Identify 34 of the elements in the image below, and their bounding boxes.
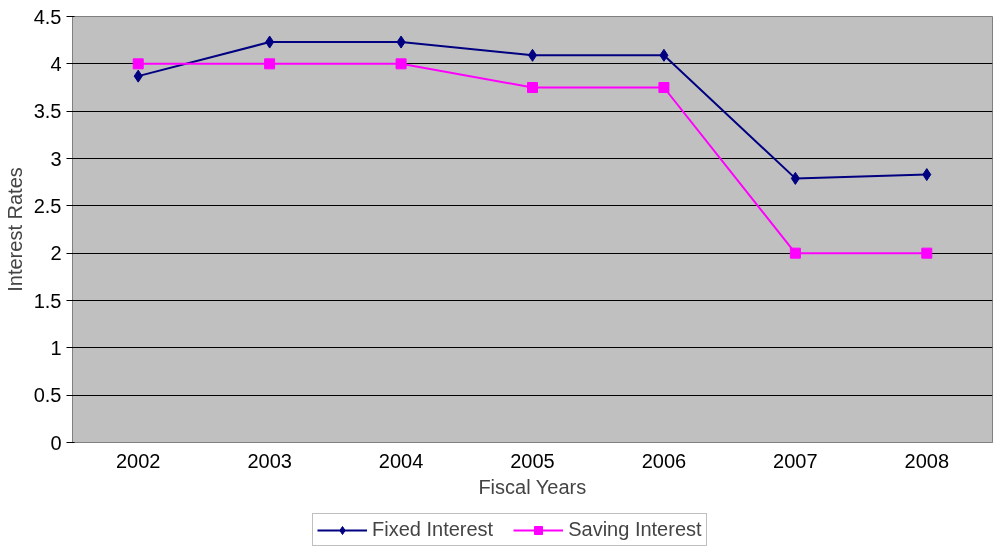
x-tick-label: 2004 <box>378 449 424 472</box>
x-tick-label: 2002 <box>115 449 161 472</box>
point <box>659 48 669 62</box>
y-tick-label: 3 <box>50 147 62 170</box>
x-axis-title: Fiscal Years <box>478 475 587 498</box>
x-tick-label: 2007 <box>773 449 818 472</box>
y-tick-label: 0.5 <box>33 384 62 407</box>
y-tick-label: 4 <box>50 52 62 75</box>
x-tick-label: 2006 <box>641 449 687 472</box>
point <box>789 247 801 259</box>
point <box>264 58 276 70</box>
y-tick-label: 1 <box>50 336 62 359</box>
point <box>527 82 538 93</box>
y-tick-label: 2 <box>50 242 62 265</box>
x-tick-label: 2003 <box>247 449 292 472</box>
point <box>922 168 932 182</box>
y-tick-label: 0 <box>50 431 62 454</box>
point <box>132 58 144 70</box>
legend-label: Saving Interest <box>568 518 702 541</box>
y-axis-title: Interest Rates <box>3 167 26 292</box>
y-tick-label: 3.5 <box>33 100 62 123</box>
point <box>396 35 406 49</box>
point <box>790 171 800 185</box>
y-tick-label: 4.5 <box>33 5 62 28</box>
point <box>133 69 143 83</box>
legend-label: Fixed Interest <box>372 518 494 541</box>
y-tick-label: 1.5 <box>33 289 62 312</box>
point <box>395 58 407 70</box>
point <box>658 82 670 93</box>
point <box>265 35 275 49</box>
y-tick-label: 2.5 <box>33 194 62 217</box>
point <box>921 247 933 259</box>
x-tick-label: 2008 <box>904 449 950 472</box>
x-tick-label: 2005 <box>510 449 555 472</box>
